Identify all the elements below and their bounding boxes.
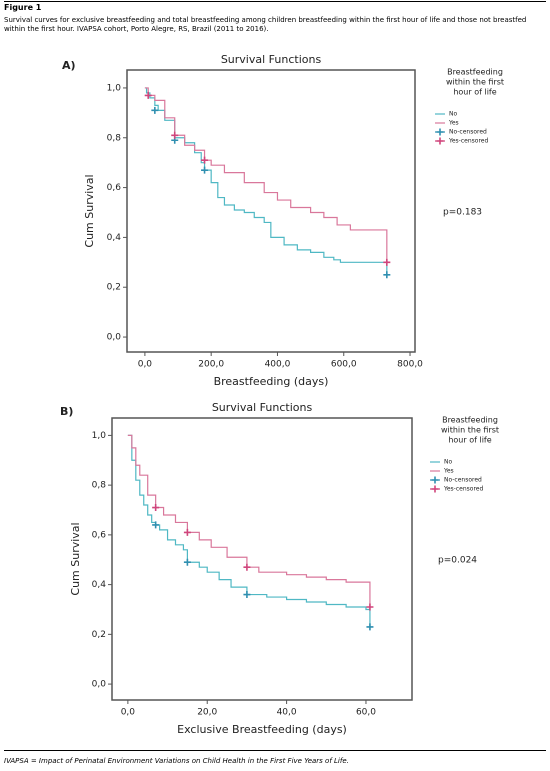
- legend-title: within the first: [441, 426, 499, 435]
- footnote: IVAPSA = Impact of Perinatal Environment…: [4, 757, 349, 765]
- censored-marker: [383, 258, 391, 266]
- y-axis-label: Cum Survival: [83, 174, 96, 247]
- p-value: p=0.183: [443, 208, 482, 218]
- x-axis-label: Exclusive Breastfeeding (days): [177, 723, 347, 736]
- x-tick-label: 400,0: [265, 360, 291, 370]
- x-tick-label: 0,0: [138, 360, 153, 370]
- y-tick-label: 0,4: [92, 580, 107, 590]
- censored-marker: [243, 591, 251, 599]
- legend-marker: [436, 137, 444, 145]
- y-tick-label: 0,8: [92, 481, 107, 491]
- survival-curve: [144, 87, 388, 275]
- y-tick-label: 0,6: [107, 183, 122, 193]
- chart-title: Survival Functions: [212, 401, 313, 414]
- legend-marker: [431, 485, 439, 493]
- rule: [4, 1, 546, 2]
- y-tick-label: 1,0: [107, 83, 122, 93]
- legend-marker: [431, 476, 439, 484]
- y-tick-label: 0,8: [107, 133, 122, 143]
- legend-label: Yes: [448, 120, 459, 127]
- x-tick-label: 40,0: [277, 708, 297, 718]
- legend-label: Yes-censored: [443, 486, 483, 493]
- x-tick-label: 60,0: [356, 708, 376, 718]
- x-tick-label: 0,0: [121, 708, 136, 718]
- legend-label: No: [449, 111, 457, 118]
- censored-marker: [152, 521, 160, 529]
- censored-marker: [152, 504, 160, 512]
- plot-frame: [111, 417, 413, 701]
- legend-label: Yes: [443, 468, 454, 475]
- censored-marker: [183, 528, 191, 536]
- plot-frame: [126, 69, 416, 353]
- y-tick-label: 0,2: [107, 283, 121, 293]
- figure-label: Figure 1: [4, 3, 42, 12]
- x-tick-label: 200,0: [198, 360, 224, 370]
- rule: [4, 750, 546, 751]
- censored-marker: [366, 623, 374, 631]
- chart-title: Survival Functions: [221, 53, 322, 66]
- censored-marker: [201, 156, 209, 164]
- censored-marker: [201, 166, 209, 174]
- censored-marker: [366, 603, 374, 611]
- x-tick-label: 800,0: [397, 360, 423, 370]
- caption: Survival curves for exclusive breastfeed…: [4, 16, 527, 33]
- y-tick-label: 1,0: [92, 431, 107, 441]
- p-value: p=0.024: [438, 556, 477, 566]
- legend-title: Breastfeeding: [447, 68, 503, 77]
- panel-label: B): [60, 405, 73, 418]
- legend-label: No-censored: [449, 129, 487, 136]
- survival-curve: [127, 434, 371, 607]
- y-tick-label: 0,4: [107, 233, 122, 243]
- censored-marker: [183, 558, 191, 566]
- y-axis-label: Cum Survival: [69, 522, 82, 595]
- legend-label: Yes-censored: [448, 138, 488, 145]
- y-tick-label: 0,0: [107, 333, 122, 343]
- legend-label: No: [444, 459, 452, 466]
- survival-curve: [144, 87, 388, 263]
- y-tick-label: 0,6: [92, 530, 107, 540]
- censored-marker: [151, 106, 159, 114]
- y-tick-label: 0,0: [92, 680, 107, 690]
- legend-title: hour of life: [448, 436, 491, 445]
- legend-label: No-censored: [444, 477, 482, 484]
- legend-marker: [436, 128, 444, 136]
- panel-label: A): [62, 59, 76, 72]
- x-tick-label: 600,0: [331, 360, 357, 370]
- x-axis-label: Breastfeeding (days): [214, 375, 329, 388]
- survival-curve: [127, 434, 371, 627]
- y-tick-label: 0,2: [92, 630, 106, 640]
- legend-title: within the first: [446, 78, 504, 87]
- censored-marker: [144, 91, 152, 99]
- censored-marker: [243, 563, 251, 571]
- censored-marker: [171, 131, 179, 139]
- x-tick-label: 20,0: [197, 708, 217, 718]
- legend-title: Breastfeeding: [442, 416, 498, 425]
- legend-title: hour of life: [453, 88, 496, 97]
- censored-marker: [383, 271, 391, 279]
